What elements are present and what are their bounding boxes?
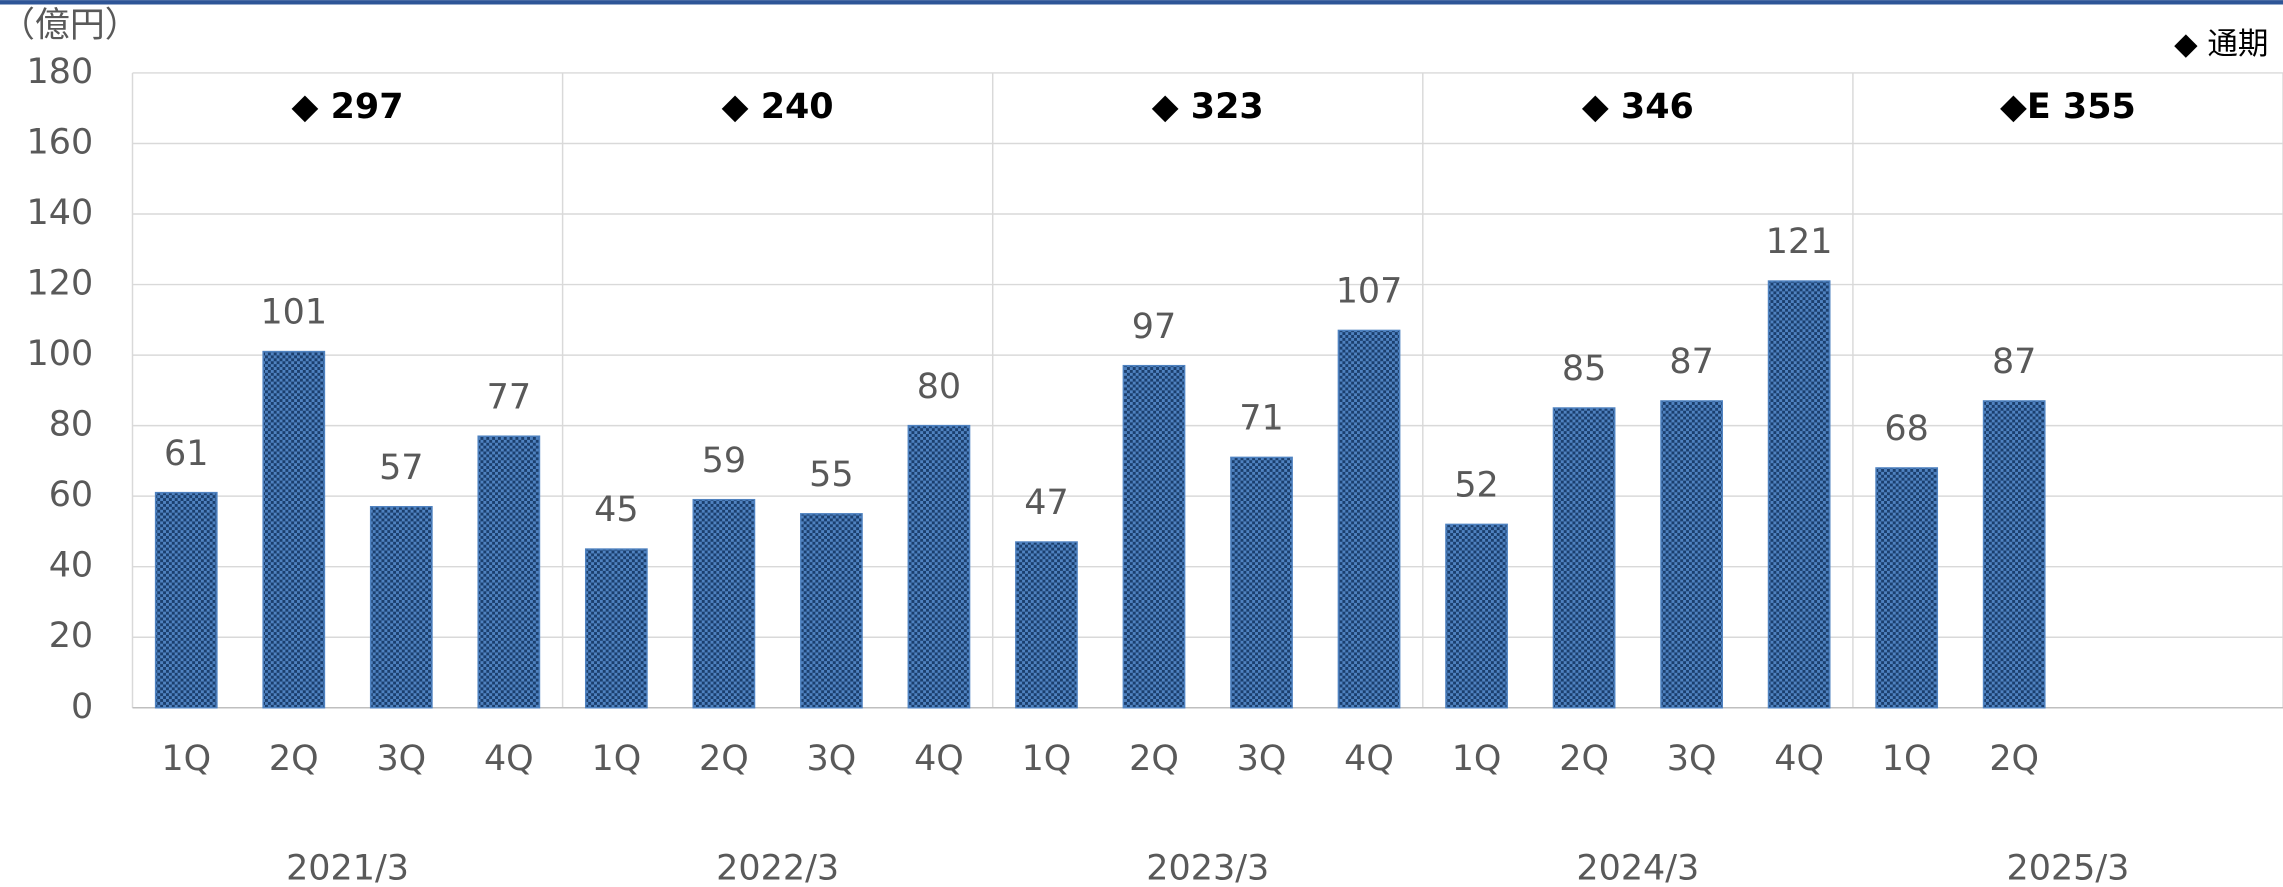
data-label: 45 [594, 490, 638, 530]
bar [1982, 400, 2046, 709]
bar [1015, 541, 1078, 709]
y-tick-label: 180 [26, 52, 93, 92]
bar [154, 491, 218, 709]
data-label: 85 [1562, 349, 1606, 389]
x-tick-label: 3Q [1237, 739, 1287, 779]
legend: ◆ 通期 [2174, 27, 2268, 62]
data-label: 57 [379, 448, 423, 488]
y-tick-label: 160 [26, 122, 93, 162]
data-label: 61 [164, 434, 208, 474]
annual-total: ◆E 355 [2000, 87, 2136, 127]
bar [907, 424, 971, 709]
y-tick-label: 60 [49, 475, 93, 515]
data-label: 101 [260, 293, 327, 333]
data-label: 71 [1239, 399, 1283, 439]
data-label: 59 [702, 441, 746, 481]
x-tick-label: 1Q [161, 739, 211, 779]
bar [1552, 407, 1616, 709]
bar [692, 498, 756, 709]
bar [584, 548, 648, 709]
data-label: 47 [1024, 483, 1068, 523]
year-label: 2025/3 [2006, 848, 2129, 887]
data-label: 121 [1766, 222, 1833, 262]
x-tick-label: 2Q [1989, 739, 2039, 779]
x-tick-label: 4Q [914, 739, 964, 779]
bar [1230, 456, 1293, 709]
data-label: 68 [1884, 409, 1928, 449]
bar [1337, 329, 1401, 709]
x-tick-label: 4Q [484, 739, 534, 779]
bar [1767, 280, 1831, 709]
data-label: 97 [1132, 307, 1176, 347]
year-label: 2024/3 [1576, 848, 1699, 887]
x-tick-label: 2Q [1559, 739, 1609, 779]
x-tick-label: 2Q [1129, 739, 1179, 779]
x-tick-label: 3Q [807, 739, 857, 779]
y-tick-label: 40 [49, 546, 93, 586]
annual-total: ◆ 346 [1582, 87, 1694, 127]
data-label: 107 [1336, 272, 1403, 312]
x-tick-label: 1Q [1452, 739, 1502, 779]
y-tick-label: 80 [49, 405, 93, 445]
unit-label: （億円） [0, 5, 140, 45]
x-tick-label: 1Q [1022, 739, 1072, 779]
data-label: 80 [917, 367, 961, 407]
data-label: 52 [1454, 466, 1498, 506]
y-tick-label: 100 [26, 334, 93, 374]
bar [1445, 523, 1508, 709]
y-tick-label: 0 [71, 687, 93, 727]
x-tick-label: 3Q [376, 739, 426, 779]
year-label: 2023/3 [1146, 848, 1269, 887]
x-tick-label: 2Q [699, 739, 749, 779]
annual-total: ◆ 240 [722, 87, 834, 127]
bar [369, 506, 433, 709]
x-tick-label: 2Q [269, 739, 319, 779]
x-tick-label: 4Q [1774, 739, 1824, 779]
bar [1122, 364, 1186, 709]
year-label: 2021/3 [286, 848, 409, 887]
annual-total: ◆ 323 [1152, 87, 1264, 127]
x-tick-label: 4Q [1344, 739, 1394, 779]
y-tick-label: 20 [49, 616, 93, 656]
x-tick-label: 1Q [591, 739, 641, 779]
y-tick-label: 140 [26, 193, 93, 233]
year-label: 2022/3 [716, 848, 839, 887]
bar [800, 513, 863, 709]
bar [477, 435, 541, 709]
y-tick-label: 120 [26, 264, 93, 304]
data-label: 77 [487, 377, 531, 417]
x-tick-label: 1Q [1882, 739, 1932, 779]
data-label: 87 [1992, 342, 2036, 382]
bar [262, 350, 326, 709]
bar [1660, 400, 1723, 709]
data-label: 55 [809, 455, 853, 495]
annual-total: ◆ 297 [292, 87, 404, 127]
x-tick-label: 3Q [1667, 739, 1717, 779]
data-label: 87 [1669, 342, 1713, 382]
bar [1875, 467, 1939, 709]
